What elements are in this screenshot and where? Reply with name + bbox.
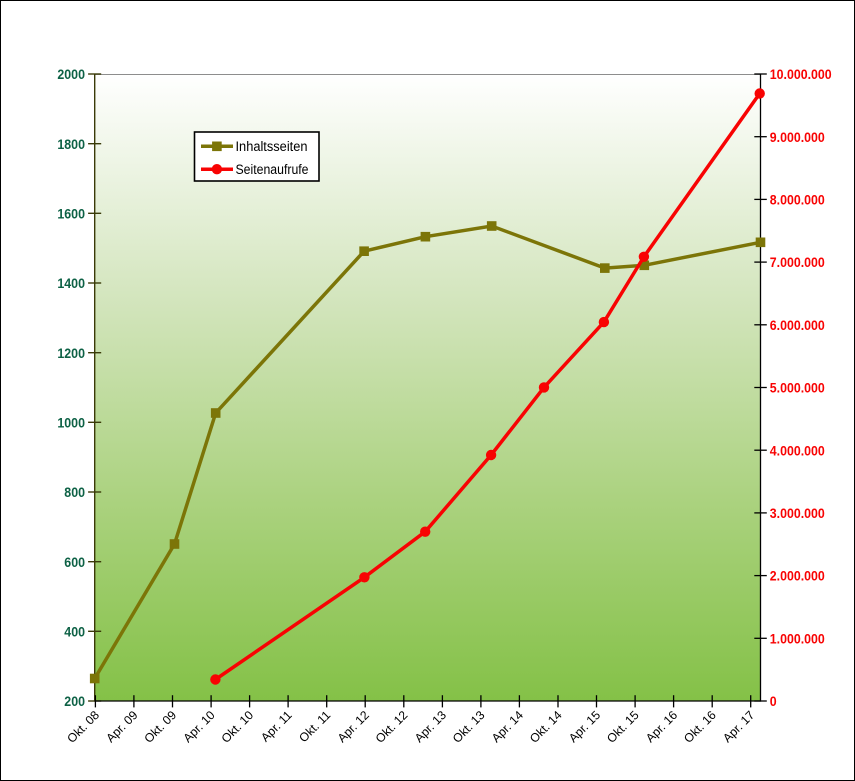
svg-text:1000: 1000 [57,414,85,430]
svg-text:2.000.000: 2.000.000 [770,568,825,584]
svg-text:200: 200 [64,693,85,709]
svg-text:0: 0 [770,693,777,709]
svg-text:Seitenaufrufe: Seitenaufrufe [236,162,309,177]
svg-text:600: 600 [64,554,85,570]
svg-text:1400: 1400 [57,275,85,291]
svg-text:1800: 1800 [57,136,85,152]
svg-text:8.000.000: 8.000.000 [770,192,825,208]
svg-text:1200: 1200 [57,345,85,361]
svg-text:800: 800 [64,484,85,500]
svg-text:10.000.000: 10.000.000 [770,66,832,82]
svg-text:400: 400 [64,623,85,639]
svg-text:1600: 1600 [57,205,85,221]
svg-text:4.000.000: 4.000.000 [770,442,825,458]
svg-text:9.000.000: 9.000.000 [770,129,825,145]
svg-text:6.000.000: 6.000.000 [770,317,825,333]
svg-text:7.000.000: 7.000.000 [770,254,825,270]
svg-text:5.000.000: 5.000.000 [770,380,825,396]
svg-text:Inhaltsseiten: Inhaltsseiten [236,139,308,154]
svg-text:1.000.000: 1.000.000 [770,630,825,646]
svg-text:2000: 2000 [57,66,85,82]
svg-text:3.000.000: 3.000.000 [770,505,825,521]
